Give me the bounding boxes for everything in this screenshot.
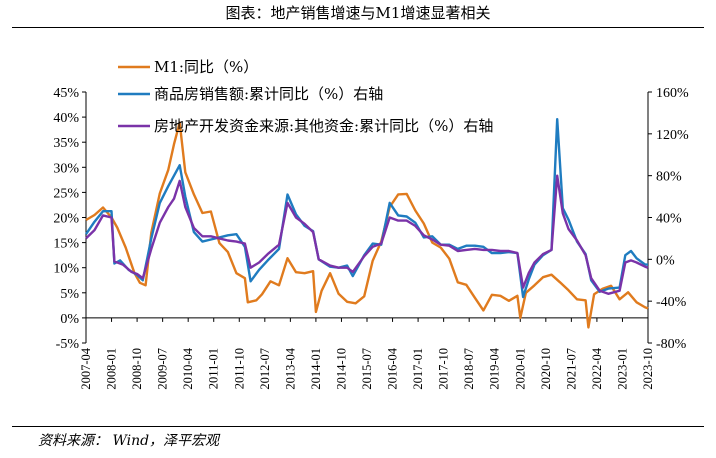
x-tick-label: 2015-07 [360, 348, 374, 390]
x-tick-label: 2008-10 [130, 348, 144, 390]
left-y-tick-label: -5% [56, 337, 80, 352]
x-tick-label: 2023-10 [641, 348, 655, 390]
x-tick-label: 2017-01 [411, 348, 425, 390]
sales-series-line [85, 117, 648, 299]
series-layer [85, 117, 649, 329]
x-tick-label: 2010-04 [181, 347, 195, 389]
x-tick-label: 2018-07 [462, 348, 476, 390]
x-tick-label: 2020-01 [513, 348, 527, 390]
x-tick-label: 2022-04 [590, 347, 604, 389]
legend-item-m1-label: M1:同比（%） [154, 58, 258, 76]
right-y-tick-label: -80% [656, 337, 687, 352]
left-y-tick-label: 40% [53, 111, 79, 126]
source-note: 资料来源： Wind，泽平宏观 [38, 433, 220, 449]
right-y-tick-label: 80% [656, 170, 682, 185]
right-y-tick-label: 120% [656, 128, 689, 143]
legend-item-sales-label: 商品房销售额:累计同比（%）右轴 [154, 85, 383, 103]
right-y-tick-label: 160% [656, 86, 689, 101]
right-y-axis-ticks: 160% 120% 80% 40% 0% -40% -80% [648, 86, 689, 352]
left-y-tick-label: 25% [53, 186, 79, 201]
funding-series-line [85, 174, 649, 295]
left-y-axis-ticks: 45% 40% 35% 30% 25% 20% 15% 10% 5% 0% -5% [53, 86, 86, 352]
x-tick-label: 2007-04 [79, 347, 93, 389]
x-tick-label: 2013-04 [283, 347, 297, 389]
x-axis-ticks: 2007-04 2008-01 2008-10 2009-07 2010-04 2011-… [79, 317, 655, 390]
x-tick-label: 2020-10 [539, 348, 553, 390]
x-tick-label: 2008-01 [105, 348, 119, 390]
x-tick-label: 2014-01 [309, 348, 323, 390]
left-y-tick-label: 35% [53, 136, 79, 151]
x-tick-label: 2011-10 [232, 348, 246, 389]
right-y-tick-label: -40% [656, 295, 687, 310]
chart-title: 图表：地产销售增速与M1增速显著相关 [225, 4, 491, 22]
x-tick-label: 2021-07 [564, 348, 578, 390]
right-y-tick-label: 40% [656, 212, 682, 227]
right-y-tick-label: 0% [656, 253, 675, 268]
chart-legend: M1:同比（%） 商品房销售额:累计同比（%）右轴房地产开发资金来源:其他资金:累… [118, 58, 493, 135]
left-y-tick-label: 20% [53, 212, 79, 227]
x-tick-label: 2023-01 [615, 348, 629, 390]
x-tick-label: 2016-04 [386, 347, 400, 389]
x-tick-label: 2014-10 [334, 348, 348, 390]
left-y-tick-label: 30% [53, 161, 79, 176]
left-y-tick-label: 0% [60, 312, 79, 327]
left-y-tick-label: 15% [53, 237, 79, 252]
x-tick-label: 2011-01 [207, 348, 221, 389]
m1-series-line [85, 121, 649, 329]
left-y-tick-label: 45% [53, 86, 79, 101]
left-y-tick-label: 10% [53, 262, 79, 277]
x-tick-label: 2009-07 [156, 348, 170, 390]
top-rule [12, 27, 704, 28]
left-y-tick-label: 5% [60, 287, 79, 302]
x-tick-label: 2017-10 [437, 348, 451, 390]
x-tick-label: 2019-04 [488, 347, 502, 389]
legend-item-funding-label: 房地产开发资金来源:其他资金:累计同比（%）右轴 [154, 117, 493, 135]
x-tick-label: 2012-07 [258, 348, 272, 390]
bottom-rule [12, 426, 704, 427]
